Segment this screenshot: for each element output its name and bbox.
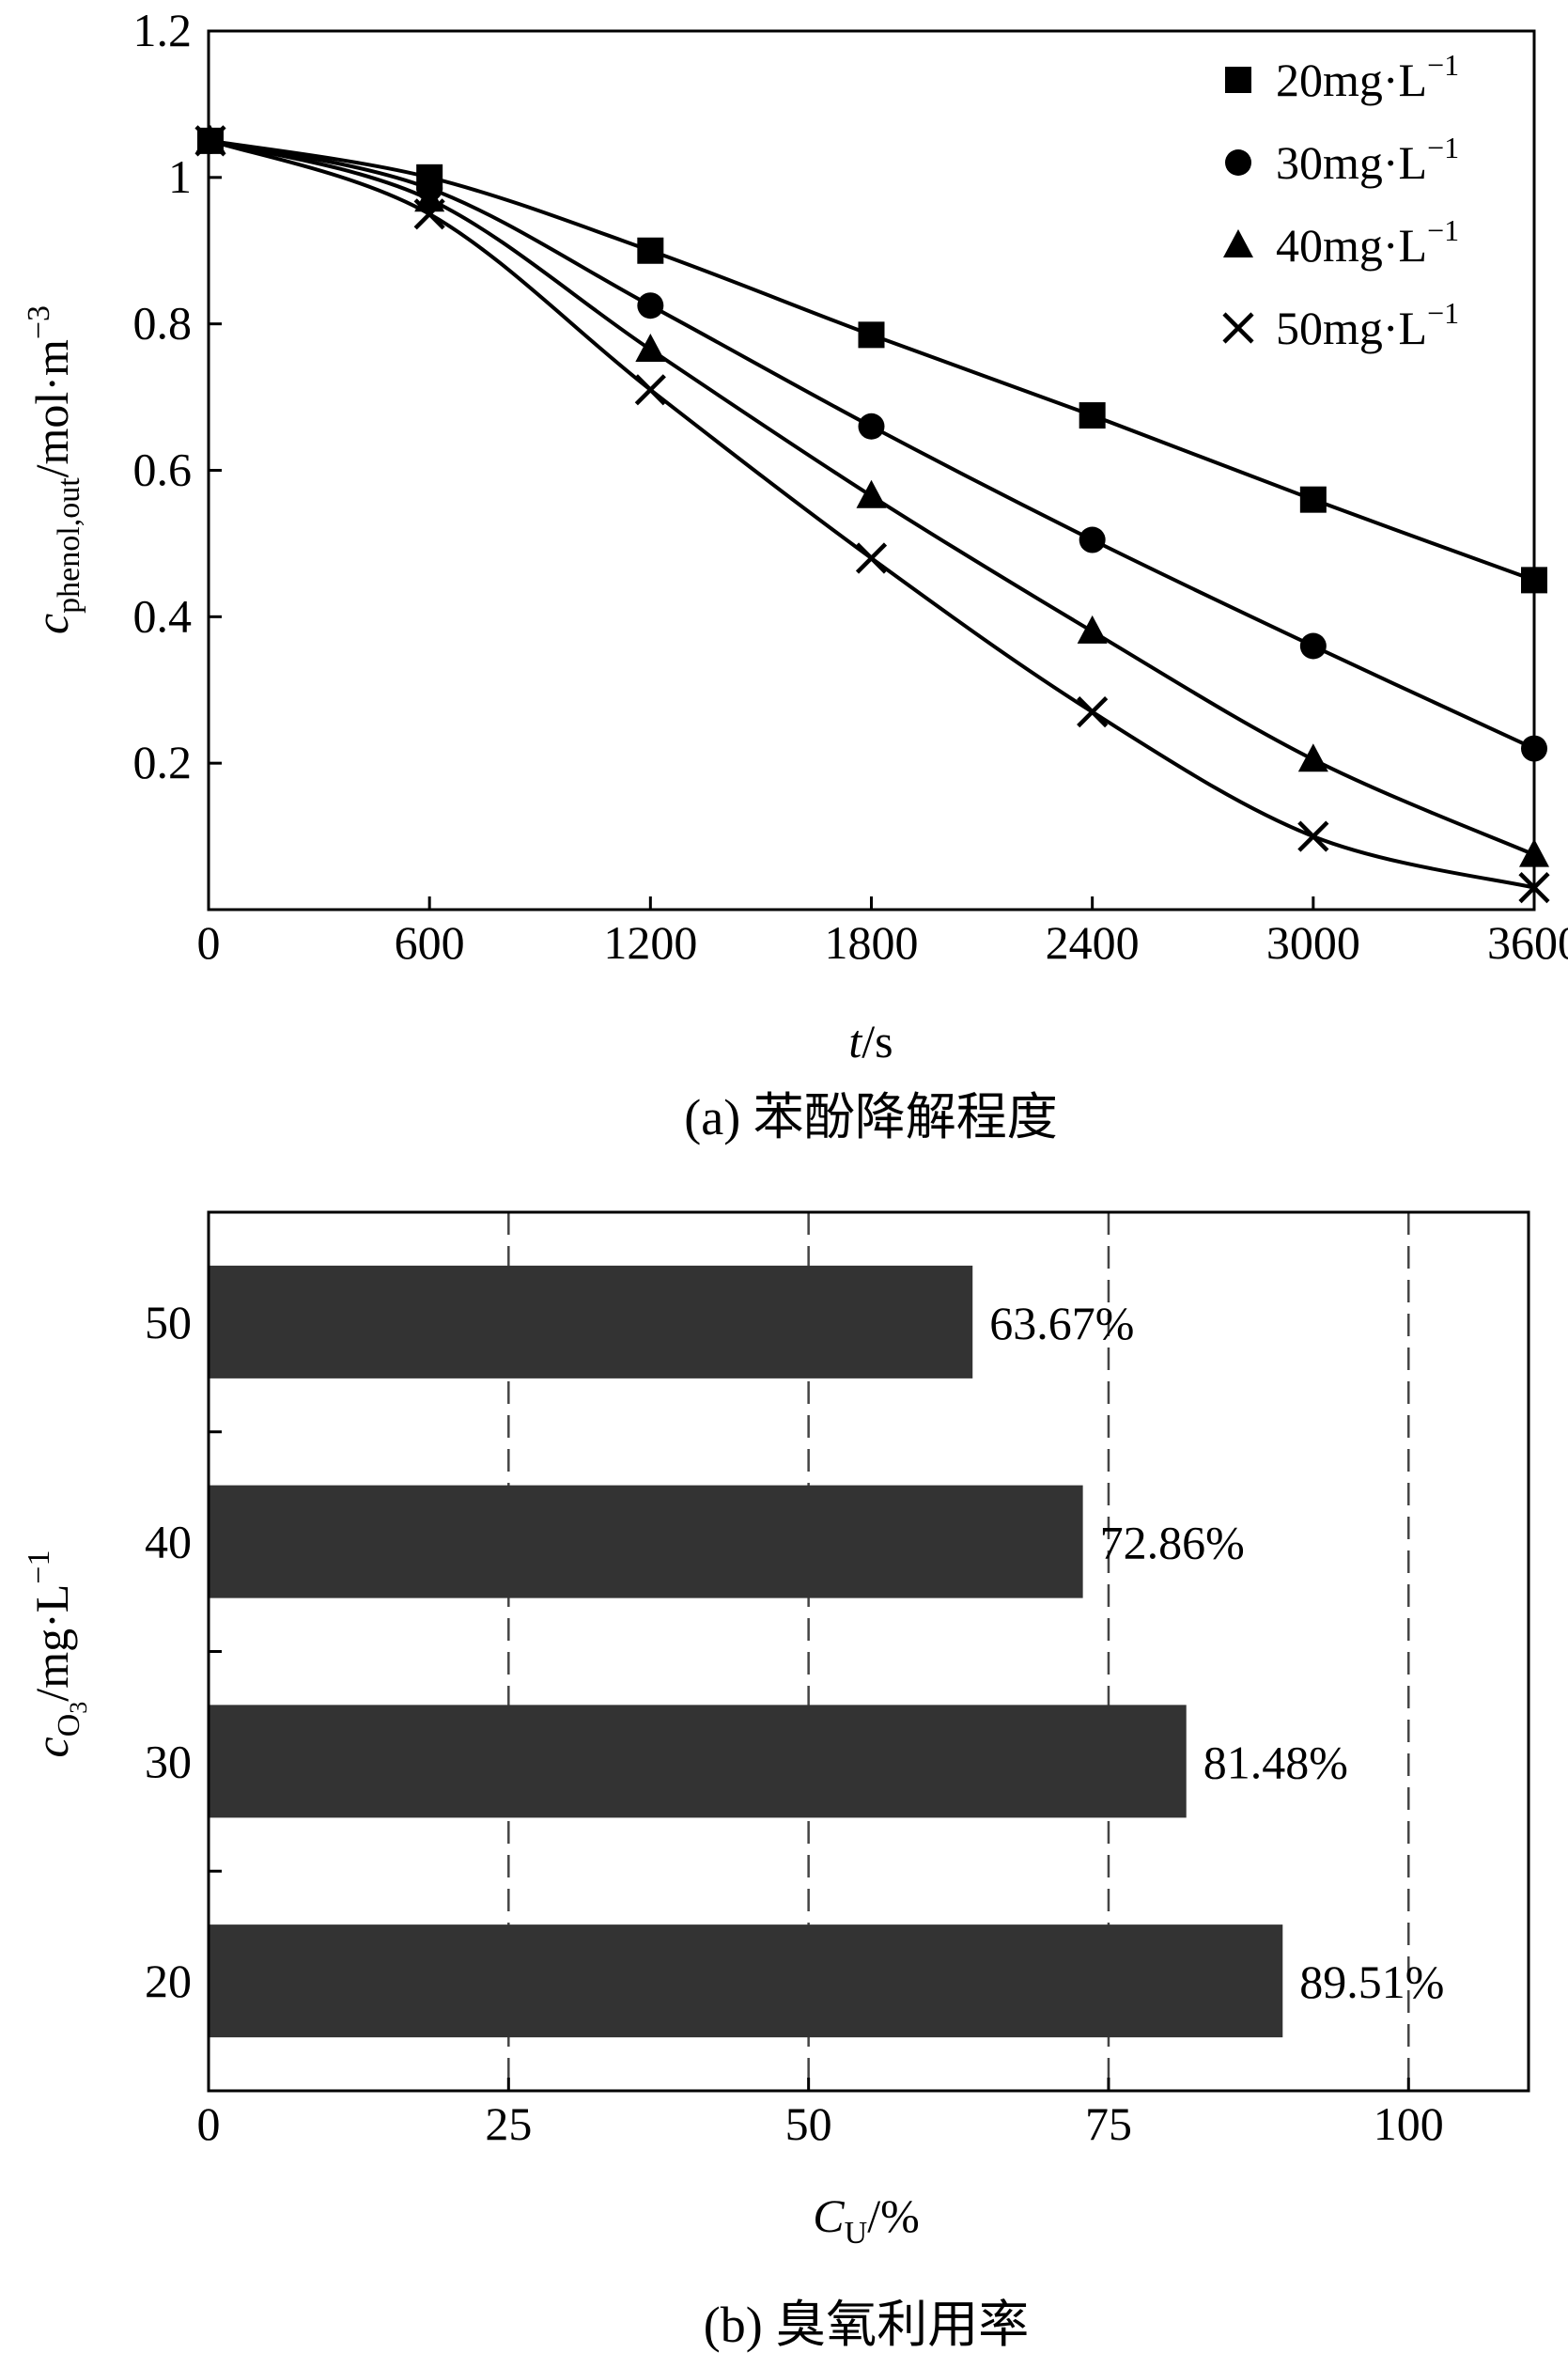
x-tick-label: 25 <box>485 2097 532 2150</box>
x-tick-label: 0 <box>197 916 221 969</box>
data-point-circle <box>1079 526 1106 553</box>
y-tick-label: 1 <box>168 150 192 203</box>
chart-a-y-axis-label: cphenol,out/mol·m−3 <box>22 305 86 634</box>
y-category-label: 30 <box>145 1735 192 1787</box>
bar-20 <box>209 1924 1283 2038</box>
x-tick-label: 0 <box>197 2097 221 2150</box>
data-point-triangle <box>635 333 666 362</box>
data-point-square <box>1299 486 1327 513</box>
chart-a-x-axis-label: t/s <box>848 1015 893 1067</box>
chart-b-y-axis-label: cO3/mg·L−1 <box>22 1550 92 1758</box>
bar-data-label: 81.48% <box>1203 1736 1348 1788</box>
data-point-circle <box>858 413 885 440</box>
data-point-triangle <box>856 479 887 508</box>
y-tick-label: 0.8 <box>133 297 193 350</box>
legend-label: 20mg·L−1 <box>1276 48 1459 106</box>
data-point-cross <box>1297 820 1329 852</box>
data-point-cross <box>855 542 888 574</box>
legend-marker-cross <box>1222 312 1254 344</box>
y-tick-label: 1.2 <box>133 4 193 56</box>
x-tick-label: 3000 <box>1266 916 1360 969</box>
bar-data-label: 63.67% <box>989 1297 1134 1349</box>
x-tick-label: 600 <box>395 916 465 969</box>
legend-marker-circle <box>1225 149 1251 176</box>
x-tick-label: 75 <box>1085 2097 1132 2150</box>
bar-data-label: 72.86% <box>1100 1517 1245 1569</box>
legend-label: 30mg·L−1 <box>1276 131 1459 189</box>
data-point-cross <box>634 374 666 406</box>
chart-b-ticks: 0 25 50 75 100 50 40 30 20 <box>145 1296 1444 2150</box>
bar-50 <box>209 1265 973 1379</box>
legend-label: 50mg·L−1 <box>1276 296 1459 354</box>
bar-30 <box>209 1705 1187 1818</box>
data-point-square <box>858 321 885 349</box>
data-point-triangle <box>1297 743 1328 772</box>
chart-a-caption: (a) 苯酚降解程度 <box>684 1089 1057 1145</box>
data-point-circle <box>1299 632 1327 660</box>
legend-marker-square <box>1225 67 1251 93</box>
data-point-cross <box>413 198 445 230</box>
bar-data-label: 89.51% <box>1299 1955 1444 2008</box>
data-point-cross <box>1077 696 1109 728</box>
bar-40 <box>209 1485 1083 1598</box>
legend-marker-triangle <box>1223 229 1253 257</box>
y-category-label: 40 <box>145 1516 192 1568</box>
legend-label: 40mg·L−1 <box>1276 213 1459 272</box>
data-point-square <box>637 237 664 264</box>
chart-b-ozone-utilization: 63.67% 72.86% 81.48% 89.51% 0 25 50 75 100 50 40 3… <box>22 1210 1530 2353</box>
x-tick-label: 50 <box>785 2097 832 2150</box>
y-category-label: 50 <box>145 1296 192 1348</box>
data-point-cross <box>194 125 226 157</box>
chart-a-markers <box>194 124 1550 904</box>
data-point-square <box>1079 402 1106 429</box>
data-point-circle <box>637 292 664 319</box>
data-point-triangle <box>1077 615 1108 644</box>
x-tick-label: 1800 <box>825 916 919 969</box>
y-tick-label: 0.6 <box>133 444 193 496</box>
chart-b-x-axis-label: CU/% <box>813 2189 919 2251</box>
chart-a-legend: 20mg·L−1 30mg·L−1 40mg·L−1 50mg·L−1 <box>1222 48 1459 354</box>
y-category-label: 20 <box>145 1955 192 2007</box>
chart-b-bars: 63.67% 72.86% 81.48% 89.51% <box>209 1265 1444 2038</box>
chart-b-caption: (b) 臭氧利用率 <box>704 2297 1029 2353</box>
y-tick-label: 0.4 <box>133 589 193 642</box>
y-tick-label: 0.2 <box>133 736 193 788</box>
x-tick-label: 100 <box>1374 2097 1444 2150</box>
x-tick-label: 1200 <box>603 916 697 969</box>
series-line-1 <box>210 138 1535 583</box>
x-tick-label: 2400 <box>1046 916 1140 969</box>
